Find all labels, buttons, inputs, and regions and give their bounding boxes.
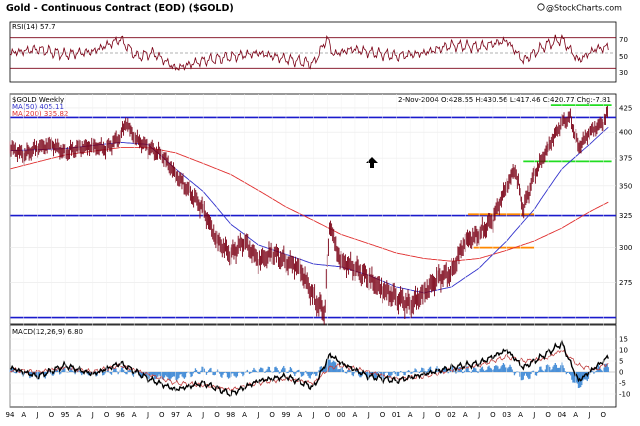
rsi-label: RSI(14) 57.7 — [12, 23, 56, 31]
x-tick-label: J — [312, 411, 315, 419]
x-tick-label: 98 — [226, 411, 235, 419]
macd-tick-label: 10 — [619, 347, 628, 355]
x-tick-label: 03 — [502, 411, 511, 419]
macd-tick-label: 15 — [619, 336, 628, 344]
x-tick-label: A — [77, 411, 82, 419]
x-tick-label: J — [201, 411, 204, 419]
symbol-label: $GOLD Weekly — [12, 96, 64, 104]
x-tick-label: J — [422, 411, 425, 419]
x-tick-label: O — [325, 411, 331, 419]
x-tick-label: A — [463, 411, 468, 419]
rsi-line — [9, 34, 609, 71]
macd-line — [9, 339, 609, 397]
price-tick-label: 300 — [619, 244, 632, 252]
price-frame — [9, 93, 617, 325]
price-tick-label: 275 — [619, 279, 632, 287]
x-tick-label: 95 — [61, 411, 70, 419]
x-tick-label: O — [490, 411, 496, 419]
macd-frame — [9, 324, 617, 408]
x-tick-label: O — [159, 411, 165, 419]
x-tick-label: A — [187, 411, 192, 419]
x-tick-label: 94 — [6, 411, 15, 419]
x-axis: 94 A J O 95 A J O 96 A J O 97 A J O 98 A J O 99 A J O 00 A J O 01 A J O… — [6, 94, 607, 419]
x-tick-label: J — [146, 411, 149, 419]
x-tick-label: O — [435, 411, 441, 419]
copyright-text: @StockCharts.com — [546, 4, 622, 13]
rsi-level-30: 30 — [619, 69, 628, 77]
price-tick-label: 425 — [619, 104, 632, 112]
x-tick-label: J — [367, 411, 370, 419]
macd-tick-label: 5 — [619, 358, 623, 366]
x-tick-label: A — [353, 411, 358, 419]
x-tick-label: O — [214, 411, 220, 419]
price-tick-label: 375 — [619, 155, 632, 163]
x-tick-label: J — [532, 411, 535, 419]
stockcharts-logo: @StockCharts.com — [537, 3, 622, 13]
x-tick-label: 99 — [281, 411, 290, 419]
price-tick-label: 350 — [619, 182, 632, 190]
quote-readout: 2-Nov-2004 O:428.55 H:430.56 L:417.46 C:… — [398, 96, 611, 104]
macd-tick-label: -10 — [619, 391, 630, 399]
x-tick-label: 04 — [557, 411, 566, 419]
chart-title: Gold - Continuous Contract (EOD) ($GOLD) — [6, 3, 234, 14]
x-tick-label: J — [587, 411, 590, 419]
x-tick-label: 02 — [447, 411, 456, 419]
x-tick-label: J — [36, 411, 39, 419]
macd-panel: MACD(12,26,9) 6.80 15 10 5 0 -5 -10 — [9, 324, 630, 408]
x-tick-label: A — [573, 411, 578, 419]
x-tick-label: J — [256, 411, 259, 419]
x-tick-label: O — [545, 411, 551, 419]
x-tick-label: O — [269, 411, 275, 419]
macd-signal-line — [9, 349, 609, 392]
x-tick-label: O — [380, 411, 386, 419]
x-tick-label: A — [21, 411, 26, 419]
rsi-panel: RSI(14) 57.7 70 50 30 — [9, 21, 628, 83]
macd-label: MACD(12,26,9) 6.80 — [12, 328, 83, 336]
rsi-level-50: 50 — [619, 53, 628, 61]
ma200-label: MA(200) 335.82 — [12, 110, 68, 118]
price-panel: 425 400 375 350 325 300 275 $GOLD Weekly MA(50… — [9, 93, 632, 327]
macd-tick-label: 0 — [619, 369, 623, 377]
x-tick-label: 01 — [392, 411, 401, 419]
x-tick-label: 00 — [337, 411, 346, 419]
macd-tick-label: -5 — [619, 380, 626, 388]
x-tick-label: O — [49, 411, 55, 419]
x-tick-label: O — [104, 411, 110, 419]
up-arrow-icon — [366, 157, 378, 168]
x-tick-label: J — [91, 411, 94, 419]
rsi-level-70: 70 — [619, 36, 628, 44]
x-tick-label: O — [601, 411, 607, 419]
x-tick-label: 96 — [116, 411, 125, 419]
rsi-frame — [9, 21, 617, 83]
x-tick-label: A — [408, 411, 413, 419]
x-tick-label: A — [242, 411, 247, 419]
x-tick-label: A — [132, 411, 137, 419]
ma50-label: MA(50) 405.11 — [12, 103, 64, 111]
x-tick-label: 97 — [171, 411, 180, 419]
x-tick-label: A — [297, 411, 302, 419]
price-tick-label: 400 — [619, 129, 632, 137]
x-tick-label: J — [477, 411, 480, 419]
price-tick-label: 325 — [619, 212, 632, 220]
x-tick-label: A — [518, 411, 523, 419]
